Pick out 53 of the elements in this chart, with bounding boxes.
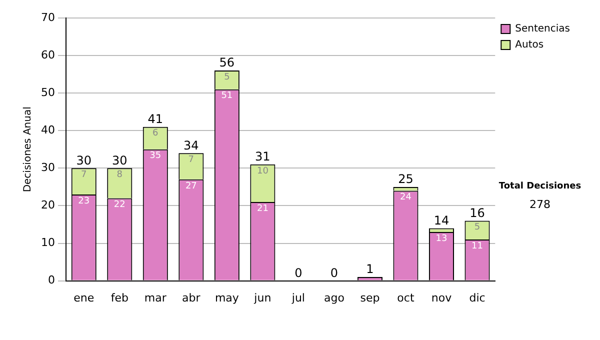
total-label: 0: [294, 266, 302, 280]
data-label: 22: [114, 200, 126, 210]
text: 278: [530, 198, 550, 211]
x-tick-label: feb: [110, 291, 128, 304]
total-label: 41: [148, 112, 164, 126]
data-label: 10: [256, 166, 269, 176]
total-label: 16: [470, 206, 485, 220]
y-tick-label: 10: [40, 236, 55, 250]
y-tick-label: 60: [40, 48, 55, 62]
total-label: 0: [330, 266, 338, 280]
total-label: 31: [255, 150, 270, 164]
data-label: 7: [81, 170, 87, 180]
data-label: 35: [150, 151, 162, 162]
y-tick-label: 50: [40, 86, 55, 99]
data-label: 7: [188, 155, 194, 165]
x-tick-label: abr: [182, 291, 201, 304]
x-tick-label: may: [214, 291, 240, 304]
total-label: 25: [398, 172, 414, 186]
y-tick-label: 30: [40, 161, 55, 174]
data-label: 23: [78, 196, 90, 206]
total-label: 56: [219, 56, 235, 70]
data-label: 11: [472, 241, 483, 252]
x-tick-label: oct: [397, 291, 415, 304]
data-label: 21: [256, 204, 268, 214]
y-tick-label: 0: [48, 274, 55, 287]
data-label: 13: [436, 234, 448, 244]
data-label: 5: [474, 222, 480, 233]
total-label: 14: [434, 213, 450, 228]
total-label: 30: [76, 153, 92, 168]
data-label: 5: [224, 72, 230, 82]
y-axis-title: Decisiones Anual: [22, 106, 34, 192]
data-label: 27: [185, 181, 197, 192]
x-tick-label: ago: [324, 291, 345, 304]
x-tick-label: ene: [74, 291, 94, 304]
x-tick-label: dic: [469, 291, 486, 304]
y-tick-label: 40: [40, 123, 55, 136]
total-label: 1: [366, 262, 374, 276]
x-tick-label: jul: [290, 291, 305, 304]
data-label: 51: [221, 91, 233, 102]
y-tick-label: 20: [40, 198, 55, 212]
text: Total Decisiones: [498, 181, 582, 192]
total-label: 30: [112, 153, 128, 168]
legend-label: Autos: [515, 40, 544, 51]
legend-label: Sentencias: [515, 24, 570, 35]
data-label: 24: [400, 192, 412, 203]
data-label: 6: [152, 128, 159, 139]
y-tick-label: 70: [40, 10, 55, 24]
data-label: 8: [116, 170, 123, 180]
x-tick-label: nov: [431, 291, 452, 304]
x-tick-label: jun: [253, 291, 272, 304]
total-label: 34: [184, 138, 199, 152]
x-tick-label: sep: [360, 291, 380, 304]
x-tick-label: mar: [144, 291, 167, 304]
